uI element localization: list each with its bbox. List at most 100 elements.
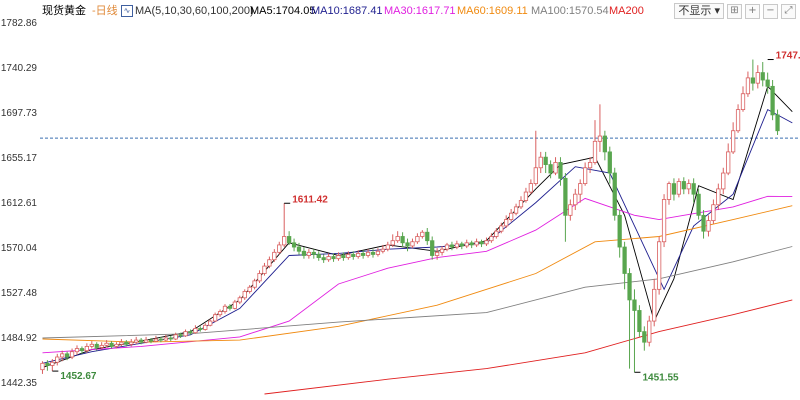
- candle: [504, 215, 509, 229]
- candle: [272, 249, 277, 262]
- candle: [79, 346, 85, 354]
- candle: [464, 239, 469, 249]
- candle: [731, 122, 736, 155]
- candle: [435, 248, 440, 260]
- candle: [183, 329, 188, 337]
- candle: [370, 249, 376, 258]
- candle: [109, 341, 114, 349]
- candle: [652, 278, 657, 327]
- ma-toggle-icon[interactable]: ∿: [121, 5, 133, 17]
- candle: [563, 173, 568, 242]
- period-label[interactable]: -日线: [92, 5, 118, 17]
- candle: [301, 247, 307, 259]
- ma30-line: [42, 195, 793, 354]
- candle: [50, 359, 55, 372]
- candle: [721, 167, 726, 195]
- y-tick-label: 1612.61: [1, 198, 38, 209]
- candle: [691, 178, 696, 203]
- candle: [750, 59, 755, 91]
- candle: [755, 65, 760, 89]
- candle: [321, 254, 326, 263]
- candle: [168, 335, 173, 342]
- candle: [331, 253, 336, 262]
- candle: [528, 179, 533, 195]
- candle: [158, 336, 163, 343]
- candle: [94, 342, 99, 351]
- expand-icon[interactable]: ⊞: [727, 3, 742, 19]
- zoom-in-icon[interactable]: +: [745, 3, 760, 19]
- candle: [676, 178, 681, 198]
- zoom-out-icon[interactable]: −: [763, 3, 778, 19]
- candle: [99, 342, 104, 350]
- y-tick-label: 1740.29: [1, 63, 38, 74]
- candle: [134, 336, 139, 345]
- candle: [706, 215, 711, 237]
- candle: [661, 194, 667, 248]
- candle: [188, 329, 193, 335]
- candle: [356, 250, 361, 259]
- candle: [578, 179, 583, 203]
- candle: [277, 241, 282, 255]
- candle: [405, 238, 410, 252]
- candle: [311, 249, 316, 259]
- symbol-title: 现货黄金: [42, 5, 86, 17]
- candle: [509, 208, 514, 222]
- candle: [513, 203, 519, 216]
- display-select[interactable]: 不显示 ▾: [674, 3, 724, 19]
- candle: [198, 326, 203, 332]
- candle: [257, 270, 262, 283]
- candle: [336, 252, 341, 261]
- candle: [267, 256, 272, 269]
- candle: [227, 304, 233, 311]
- candle: [716, 183, 721, 211]
- candle: [543, 151, 548, 174]
- candle: [657, 236, 662, 295]
- ma-params: MA(5,10,30,60,100,200): [135, 5, 254, 17]
- candle: [148, 337, 154, 344]
- candle: [237, 295, 242, 305]
- candle: [637, 305, 642, 337]
- chart-toolbar: 不显示 ▾ ⊞ + − ⤢: [674, 3, 796, 19]
- candle: [316, 251, 321, 261]
- candle: [119, 339, 124, 347]
- candle: [671, 178, 677, 201]
- candle: [291, 238, 297, 252]
- ma200-value: MA200: [609, 5, 644, 17]
- candle: [193, 325, 198, 334]
- candle: [84, 343, 89, 353]
- candle: [622, 241, 627, 290]
- candle: [173, 332, 178, 341]
- candle: [153, 335, 159, 343]
- candle: [518, 196, 524, 209]
- candle: [74, 345, 80, 355]
- candle: [597, 104, 603, 152]
- candle: [129, 339, 134, 347]
- candle: [232, 299, 237, 310]
- candle: [573, 188, 578, 211]
- price-annotations: 1611.42 1747.36 1452.67 1451.55: [52, 51, 800, 383]
- candle: [553, 157, 558, 176]
- candle: [346, 251, 351, 260]
- candle: [60, 350, 65, 362]
- candle: [602, 130, 607, 161]
- candle: [247, 285, 252, 294]
- candle: [262, 262, 267, 276]
- candles: [40, 59, 780, 374]
- candle: [439, 245, 445, 256]
- candle: [449, 241, 455, 251]
- candle: [632, 289, 637, 373]
- candle: [395, 231, 400, 243]
- candle: [548, 160, 553, 179]
- candle: [647, 315, 652, 347]
- candle: [89, 341, 94, 349]
- y-tick-label: 1484.92: [1, 333, 38, 344]
- candle: [287, 231, 292, 245]
- ma30-value: MA30:1617.71: [384, 5, 456, 17]
- ma100-line: [42, 246, 793, 339]
- candle: [587, 157, 593, 174]
- candle: [326, 253, 331, 262]
- candle: [459, 241, 464, 250]
- candle: [425, 228, 430, 245]
- fullscreen-icon[interactable]: ⤢: [781, 3, 796, 19]
